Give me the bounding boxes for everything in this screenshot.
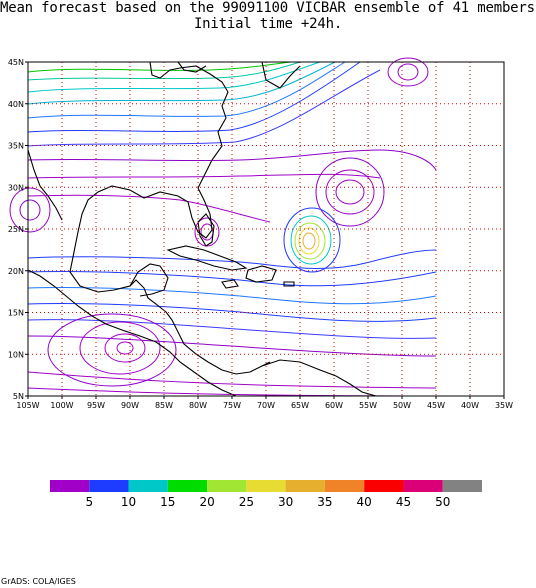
lat-lon-grid [28,62,504,396]
colorbar-swatch [364,480,404,492]
lat-label: 10N [8,350,24,359]
lon-label: 85W [155,401,173,410]
lon-label: 35W [495,401,513,410]
speed-colorbar: 5 10 15 20 25 30 35 40 45 50 [50,480,482,509]
colorbar-label: 20 [199,495,214,509]
colorbar-swatch [89,480,129,492]
lat-label: 20N [8,267,24,276]
lon-label: 95W [87,401,105,410]
lon-label: 70W [257,401,275,410]
lat-label: 5N [13,392,24,401]
lat-label: 25N [8,225,24,234]
colorbar-swatch [167,480,208,492]
lon-label: 55W [359,401,377,410]
lon-label: 90W [121,401,139,410]
lat-label: 30N [8,183,24,192]
lon-label: 60W [325,401,343,410]
colorbar-label: 45 [396,495,411,509]
lon-label: 50W [393,401,411,410]
lon-label: 105W [16,401,39,410]
lat-label: 35N [8,142,24,151]
map-title: Mean forecast based on the 99091100 VICB… [0,0,536,16]
colorbar-label: 10 [121,495,136,509]
colorbar-swatch [403,480,443,492]
colorbar-swatch [207,480,247,492]
lat-label: 45N [8,58,24,67]
colorbar-swatch [442,480,482,492]
colorbar-swatch [324,480,365,492]
wind-streamlines [9,57,437,397]
colorbar-label: 30 [278,495,293,509]
colorbar-label: 15 [160,495,175,509]
colorbar-label: 35 [317,495,332,509]
colorbar-swatch [246,480,286,492]
colorbar-swatch [50,480,90,492]
colorbar-label: 5 [85,495,93,509]
map-subtitle: Initial time +24h. [193,16,343,32]
colorbar-swatch [285,480,325,492]
colorbar-swatch [128,480,168,492]
colorbar-label: 50 [435,495,450,509]
lon-label: 65W [291,401,309,410]
lon-label: 75W [223,401,241,410]
lon-label: 45W [427,401,445,410]
lon-label: 80W [189,401,207,410]
lon-label: 40W [461,401,479,410]
lat-label: 40N [8,100,24,109]
lon-label: 100W [50,401,73,410]
colorbar-label: 40 [357,495,372,509]
grads-credit: GrADS: COLA/IGES [1,577,76,586]
colorbar-label: 25 [239,495,254,509]
lat-label: 15N [8,309,24,318]
